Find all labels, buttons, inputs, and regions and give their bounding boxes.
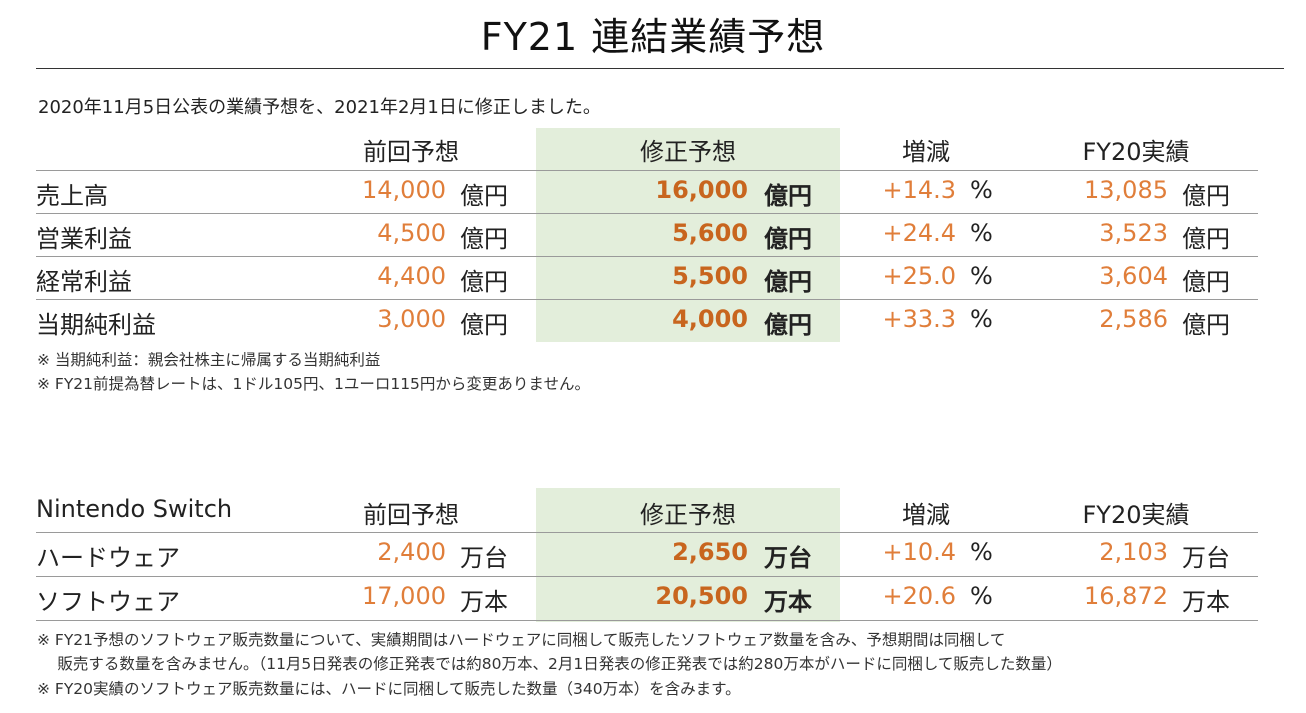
actual-unit: 万台 bbox=[1182, 544, 1230, 572]
actual-unit: 億円 bbox=[1182, 311, 1230, 339]
header-label: Nintendo Switch bbox=[36, 495, 233, 523]
title-divider bbox=[36, 68, 1284, 69]
revised-unit: 億円 bbox=[764, 225, 812, 253]
table-row: 営業利益 4,500 億円 5,600 億円 +24.4 % 3,523 億円 bbox=[36, 214, 1258, 257]
prev-value: 4,400 bbox=[377, 262, 446, 290]
footnote: ※ 当期純利益：親会社株主に帰属する当期純利益 bbox=[37, 351, 381, 369]
actual-value: 3,604 bbox=[1099, 262, 1168, 290]
header-revised: 修正予想 bbox=[640, 138, 736, 166]
table-row: 経常利益 4,400 億円 5,500 億円 +25.0 % 3,604 億円 bbox=[36, 257, 1258, 300]
change-unit: % bbox=[970, 582, 993, 610]
header-actual: FY20実績 bbox=[1082, 138, 1190, 166]
change-unit: % bbox=[970, 262, 993, 290]
row-label: ハードウェア bbox=[36, 544, 180, 572]
revised-unit: 億円 bbox=[764, 268, 812, 296]
prev-value: 14,000 bbox=[362, 176, 446, 204]
row-label: 経常利益 bbox=[36, 268, 132, 296]
revised-value: 5,500 bbox=[672, 262, 748, 290]
table-header-row: 前回予想 修正予想 増減 FY20実績 bbox=[36, 128, 1258, 171]
change-unit: % bbox=[970, 176, 993, 204]
header-change: 増減 bbox=[902, 138, 950, 166]
revised-value: 2,650 bbox=[672, 538, 748, 566]
footnote: 販売する数量を含みません。（11月5日発表の修正発表では約80万本、2月1日発表… bbox=[37, 655, 1062, 673]
actual-unit: 億円 bbox=[1182, 182, 1230, 210]
actual-value: 3,523 bbox=[1099, 219, 1168, 247]
header-change: 増減 bbox=[902, 501, 950, 529]
actual-value: 2,586 bbox=[1099, 305, 1168, 333]
table-row: ハードウェア 2,400 万台 2,650 万台 +10.4 % 2,103 万… bbox=[36, 533, 1258, 577]
change-value: +10.4 bbox=[882, 538, 956, 566]
header-actual: FY20実績 bbox=[1082, 501, 1190, 529]
revised-value: 20,500 bbox=[655, 582, 748, 610]
revised-value: 5,600 bbox=[672, 219, 748, 247]
table-row: 売上高 14,000 億円 16,000 億円 +14.3 % 13,085 億… bbox=[36, 171, 1258, 214]
revised-unit: 億円 bbox=[764, 182, 812, 210]
row-label: 営業利益 bbox=[36, 225, 132, 253]
footnote: ※ FY21前提為替レートは、1ドル105円、1ユーロ115円から変更ありません… bbox=[37, 375, 590, 393]
prev-value: 2,400 bbox=[377, 538, 446, 566]
revised-column-highlight bbox=[536, 488, 840, 622]
revised-unit: 万本 bbox=[764, 588, 812, 616]
prev-unit: 億円 bbox=[460, 225, 508, 253]
page-title: FY21 連結業績予想 bbox=[480, 15, 826, 59]
prev-unit: 万台 bbox=[460, 544, 508, 572]
revised-unit: 万台 bbox=[764, 544, 812, 572]
change-unit: % bbox=[970, 538, 993, 566]
row-label: 当期純利益 bbox=[36, 311, 156, 339]
prev-unit: 万本 bbox=[460, 588, 508, 616]
change-value: +25.0 bbox=[882, 262, 956, 290]
change-value: +24.4 bbox=[882, 219, 956, 247]
table-row: ソフトウェア 17,000 万本 20,500 万本 +20.6 % 16,87… bbox=[36, 577, 1258, 621]
actual-value: 2,103 bbox=[1099, 538, 1168, 566]
prev-value: 4,500 bbox=[377, 219, 446, 247]
change-unit: % bbox=[970, 305, 993, 333]
actual-unit: 万本 bbox=[1182, 588, 1230, 616]
header-prev: 前回予想 bbox=[363, 138, 459, 166]
prev-value: 17,000 bbox=[362, 582, 446, 610]
footnote: ※ FY21予想のソフトウェア販売数量について、実績期間はハードウェアに同梱して… bbox=[37, 631, 1006, 649]
prev-unit: 億円 bbox=[460, 182, 508, 210]
actual-unit: 億円 bbox=[1182, 268, 1230, 296]
footnote: ※ FY20実績のソフトウェア販売数量には、ハードに同梱して販売した数量（340… bbox=[37, 680, 741, 698]
change-value: +33.3 bbox=[882, 305, 956, 333]
revised-unit: 億円 bbox=[764, 311, 812, 339]
table-header-row: Nintendo Switch 前回予想 修正予想 増減 FY20実績 bbox=[36, 488, 1258, 533]
prev-unit: 億円 bbox=[460, 311, 508, 339]
intro-text: 2020年11月5日公表の業績予想を、2021年2月1日に修正しました。 bbox=[38, 97, 601, 118]
revised-value: 4,000 bbox=[672, 305, 748, 333]
header-prev: 前回予想 bbox=[363, 501, 459, 529]
header-revised: 修正予想 bbox=[640, 501, 736, 529]
prev-value: 3,000 bbox=[377, 305, 446, 333]
actual-value: 16,872 bbox=[1084, 582, 1168, 610]
revised-column-highlight bbox=[536, 128, 840, 342]
change-value: +14.3 bbox=[882, 176, 956, 204]
row-label: 売上高 bbox=[36, 182, 108, 210]
change-value: +20.6 bbox=[882, 582, 956, 610]
actual-unit: 億円 bbox=[1182, 225, 1230, 253]
revised-value: 16,000 bbox=[655, 176, 748, 204]
actual-value: 13,085 bbox=[1084, 176, 1168, 204]
table-row: 当期純利益 3,000 億円 4,000 億円 +33.3 % 2,586 億円 bbox=[36, 300, 1258, 342]
change-unit: % bbox=[970, 219, 993, 247]
prev-unit: 億円 bbox=[460, 268, 508, 296]
row-label: ソフトウェア bbox=[36, 588, 180, 616]
